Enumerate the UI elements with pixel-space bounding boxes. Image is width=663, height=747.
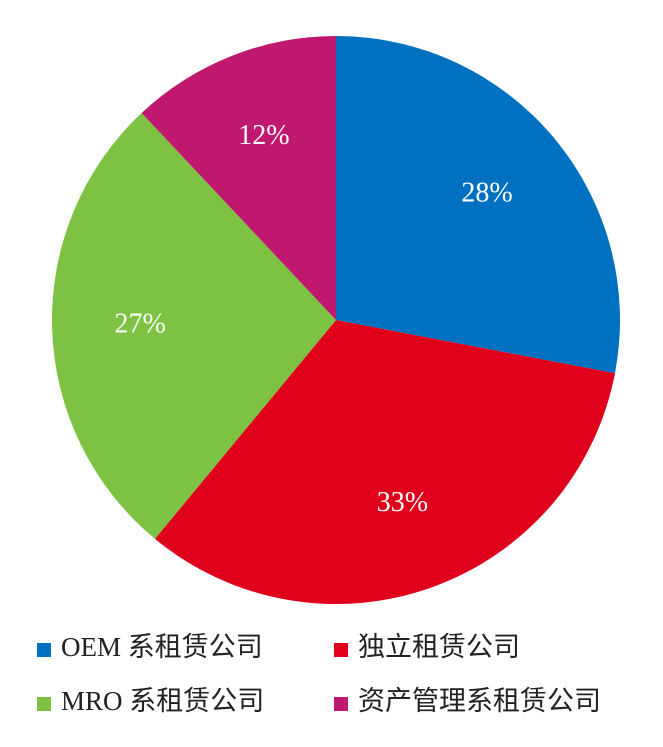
- value-label: 33%: [377, 487, 428, 518]
- value-label: 28%: [461, 178, 512, 209]
- pie-slice: [52, 112, 336, 539]
- legend-swatch: [37, 643, 51, 657]
- pie-slice: [141, 36, 336, 320]
- legend-label: OEM 系租赁公司: [61, 632, 263, 662]
- legend-label: MRO 系租赁公司: [61, 686, 264, 716]
- legend-swatch: [37, 697, 51, 711]
- value-label: 12%: [238, 120, 289, 151]
- legend-swatch: [334, 643, 348, 657]
- legend-swatch: [334, 697, 348, 711]
- value-label: 27%: [114, 309, 165, 340]
- pie-slice: [336, 36, 620, 374]
- legend-label: 资产管理系租赁公司: [358, 686, 601, 716]
- pie-slice: [154, 320, 615, 605]
- legend-label: 独立租赁公司: [358, 632, 520, 662]
